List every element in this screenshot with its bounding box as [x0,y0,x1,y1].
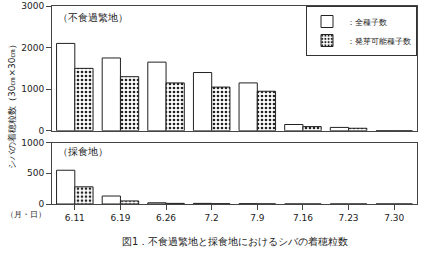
svg-text:（月・日）: （月・日） [6,210,46,219]
svg-text:7.9: 7.9 [250,213,265,223]
svg-text:1000: 1000 [21,84,44,94]
svg-text:2000: 2000 [21,43,44,53]
svg-text:6.19: 6.19 [110,213,130,223]
svg-text:6.26: 6.26 [156,213,176,223]
svg-text:3000: 3000 [21,1,44,11]
svg-text:図1．不食過繁地と採食地におけるシバの着穂粒数: 図1．不食過繁地と採食地におけるシバの着穂粒数 [122,236,348,247]
svg-text:0: 0 [38,126,44,136]
svg-text:シバの着穂粒数（30㎝×30㎝）: シバの着穂粒数（30㎝×30㎝） [7,40,17,169]
svg-text:6.11: 6.11 [65,213,85,223]
svg-text:1000: 1000 [21,138,44,148]
svg-text:0: 0 [38,199,44,209]
svg-text:（不食過繁地）: （不食過繁地） [58,12,128,23]
svg-text:7.16: 7.16 [293,213,313,223]
svg-text:：発芽可能種子数: ：発芽可能種子数 [347,37,411,46]
svg-text:：全種子数: ：全種子数 [347,18,387,27]
svg-text:（採食地）: （採食地） [58,146,108,157]
svg-text:500: 500 [27,168,44,178]
svg-text:7.2: 7.2 [205,213,219,223]
svg-text:7.30: 7.30 [384,213,404,223]
svg-text:7.23: 7.23 [339,213,359,223]
